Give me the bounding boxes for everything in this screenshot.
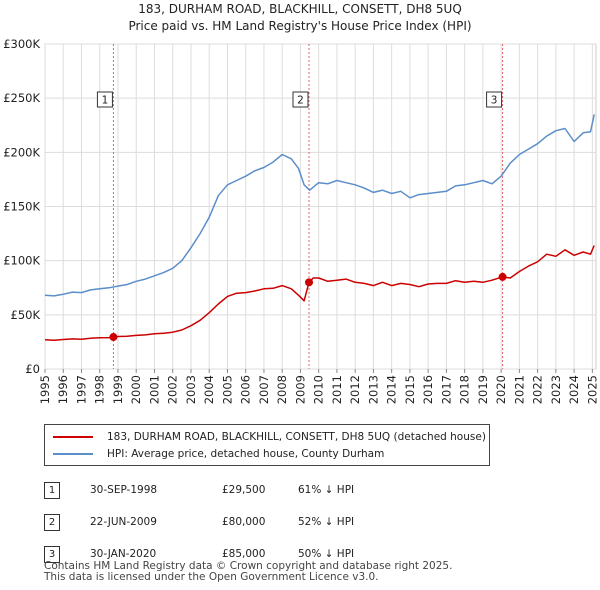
x-tick-label: 2000 [129,375,143,404]
chart-subtitle: Price paid vs. HM Land Registry's House … [128,19,472,33]
x-tick-label: 2019 [476,375,490,404]
legend-swatch-property [53,436,93,438]
transaction-hpi: 61% ↓ HPI [298,484,355,496]
x-tick-label: 2006 [239,375,253,404]
table-row: 3 30-JAN-2020 £85,000 50% ↓ HPI [44,538,418,570]
x-tick-label: 2011 [330,375,344,404]
x-tick-label: 1996 [56,375,70,404]
transaction-date: 30-JAN-2020 [90,548,157,560]
legend: 183, DURHAM ROAD, BLACKHILL, CONSETT, DH… [44,424,490,466]
chart-title: 183, DURHAM ROAD, BLACKHILL, CONSETT, DH… [138,2,462,16]
x-tick-label: 1999 [111,375,125,404]
legend-swatch-hpi [53,453,93,455]
x-tick-label: 2021 [512,375,526,404]
sale-label: 1 [102,95,109,107]
y-tick-label: £50K [11,308,41,322]
footer-copyright: Contains HM Land Registry data © Crown c… [44,560,453,572]
x-tick-label: 2022 [531,375,545,404]
transaction-badge: 3 [44,545,60,563]
x-tick-label: 2016 [421,375,435,404]
sale-label: 2 [297,95,304,107]
x-tick-label: 2023 [549,375,563,404]
sale-label-box [292,91,309,108]
x-tick-label: 2009 [293,375,307,404]
transaction-price: £85,000 [222,548,266,560]
y-tick-label: £200K [3,145,40,159]
transaction-hpi: 50% ↓ HPI [298,548,355,560]
footer-licence: This data is licensed under the Open Gov… [44,571,379,583]
x-tick-label: 2004 [202,375,216,404]
x-tick-label: 2015 [403,375,417,404]
transactions-table: 1 30-SEP-1998 £29,500 61% ↓ HPI 2 22-JUN… [44,474,418,570]
x-tick-label: 2018 [458,375,472,404]
transaction-date: 22-JUN-2009 [90,516,157,528]
x-tick-label: 1995 [38,375,52,404]
x-tick-label: 2017 [439,375,453,404]
transaction-badge: 1 [44,481,60,499]
x-tick-label: 1998 [93,375,107,404]
x-tick-label: 2012 [348,375,362,404]
transaction-badge: 2 [44,513,60,531]
transaction-price: £29,500 [222,484,266,496]
price-chart: £0 £50K £100K £150K £200K £250K £300K 1995 1996 1… [3,37,599,404]
table-row: 2 22-JUN-2009 £80,000 52% ↓ HPI [44,506,418,538]
x-tick-label: 2024 [567,375,581,404]
x-tick-label: 2002 [166,375,180,404]
transaction-date: 30-SEP-1998 [90,484,158,496]
table-row: 1 30-SEP-1998 £29,500 61% ↓ HPI [44,474,418,506]
transaction-price: £80,000 [222,516,266,528]
x-tick-label: 2005 [220,375,234,404]
sale-point [498,272,507,281]
x-tick-label: 2025 [585,375,599,404]
sale-point [109,333,118,342]
legend-label-property: 183, DURHAM ROAD, BLACKHILL, CONSETT, DH… [107,431,486,443]
x-tick-label: 2007 [257,375,271,404]
y-tick-label: £100K [3,254,40,268]
transaction-hpi: 52% ↓ HPI [298,516,355,528]
x-tick-label: 2003 [184,375,198,404]
sale-label-box [96,91,113,108]
y-tick-label: £250K [3,91,40,105]
x-tick-label: 2008 [275,375,289,404]
legend-item-property: 183, DURHAM ROAD, BLACKHILL, CONSETT, DH… [53,429,486,445]
y-tick-label: £150K [3,200,40,214]
x-tick-label: 2014 [385,375,399,404]
x-tick-label: 2001 [147,375,161,404]
sale-label: 3 [491,95,498,107]
hpi-series-line [44,114,595,297]
legend-item-hpi: HPI: Average price, detached house, Coun… [53,446,384,462]
y-tick-label: £300K [3,37,40,51]
y-tick-label: £0 [25,362,40,376]
sale-label-box [486,91,503,108]
x-tick-label: 2013 [366,375,380,404]
x-tick-label: 1997 [74,375,88,404]
legend-label-hpi: HPI: Average price, detached house, Coun… [107,448,385,460]
footer: Contains HM Land Registry data © Crown c… [44,561,452,583]
x-tick-label: 2010 [312,375,326,404]
x-tick-label: 2020 [494,375,508,404]
sale-point [305,278,314,287]
